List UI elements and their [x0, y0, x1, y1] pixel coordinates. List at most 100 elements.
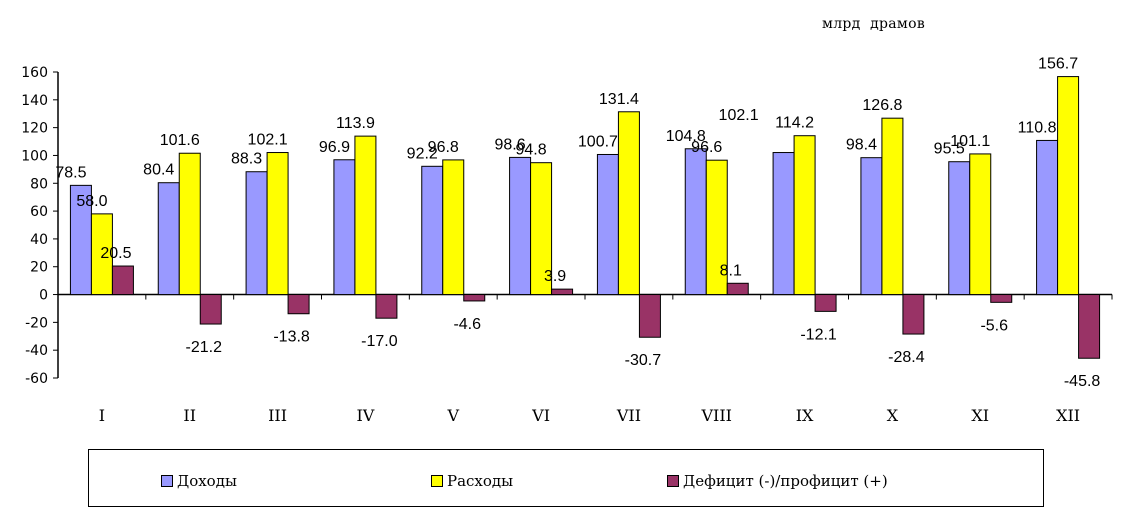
bar-income [509, 156, 532, 296]
legend-item-expense: Расходы [431, 472, 513, 490]
bar-balance [902, 294, 925, 335]
bar-expense [442, 159, 465, 296]
legend-swatch-income [161, 475, 173, 487]
data-label: 20.5 [100, 245, 131, 262]
y-tick-label: 0 [39, 288, 48, 304]
y-tick-label: 80 [30, 176, 48, 192]
data-label: 100.7 [578, 133, 618, 150]
bar-income [1036, 139, 1059, 296]
legend-label-balance: Дефицит (-)/профицит (+) [683, 472, 888, 490]
data-label: 110.8 [1018, 119, 1057, 136]
data-label: -28.4 [888, 349, 925, 366]
bar-balance [111, 265, 134, 296]
data-label: -17.0 [361, 333, 398, 350]
data-label: 78.5 [55, 164, 86, 181]
bar-balance [287, 294, 310, 315]
data-label: 98.4 [846, 137, 877, 154]
data-label: 98.6 [495, 136, 526, 153]
data-label: 104.8 [666, 128, 706, 145]
x-category-label: XI [971, 406, 989, 425]
bar-expense [793, 135, 816, 296]
data-label: 126.8 [862, 97, 902, 114]
legend-item-income: Доходы [161, 472, 237, 490]
y-tick-label: 60 [30, 204, 48, 220]
data-label: 95.5 [934, 141, 965, 158]
data-label: 96.9 [319, 139, 350, 156]
x-category-label: VII [616, 406, 641, 425]
bar-balance [1078, 294, 1101, 359]
x-category-label: I [99, 406, 105, 425]
y-tick-label: 40 [30, 232, 48, 248]
data-label: 92.2 [407, 145, 438, 162]
bar-balance [551, 288, 574, 296]
x-category-label: III [268, 406, 287, 425]
bar-balance [726, 282, 749, 296]
bar-balance [375, 294, 398, 319]
data-label: 96.8 [428, 139, 459, 156]
y-tick-label: 120 [21, 121, 48, 137]
data-label: 58.0 [76, 193, 107, 210]
data-label: -45.8 [1064, 373, 1101, 390]
data-label: 8.1 [720, 262, 742, 279]
x-category-label: VI [531, 406, 550, 425]
data-label: -21.2 [186, 339, 223, 356]
chart-bars [69, 76, 1101, 359]
unit-label: млрд драмов [822, 16, 925, 32]
legend-label-income: Доходы [177, 472, 237, 490]
bar-income [157, 182, 180, 296]
legend-swatch-balance [667, 475, 679, 487]
bar-balance [814, 294, 837, 312]
bar-expense [705, 159, 728, 296]
bar-income [421, 165, 444, 296]
x-category-label: IX [796, 406, 814, 425]
y-tick-label: -60 [25, 371, 48, 387]
bar-expense [617, 111, 640, 296]
x-category-label: XII [1056, 406, 1080, 425]
bar-expense [1057, 76, 1080, 296]
bar-expense [530, 162, 553, 296]
data-label: 101.1 [950, 133, 990, 150]
y-tick-label: 100 [21, 148, 48, 164]
legend-swatch-expense [431, 475, 443, 487]
legend-item-balance: Дефицит (-)/профицит (+) [667, 472, 888, 490]
data-label: 131.4 [599, 91, 639, 108]
y-tick-label: -40 [25, 343, 48, 359]
bar-income [684, 148, 707, 296]
bar-expense [354, 135, 377, 296]
y-tick-label: 20 [30, 260, 48, 276]
data-label: 113.9 [336, 115, 375, 132]
data-label: 94.8 [516, 142, 547, 159]
x-category-label: X [887, 406, 899, 425]
data-label: 80.4 [143, 162, 174, 179]
bar-income [245, 171, 268, 296]
legend-label-expense: Расходы [447, 472, 514, 490]
bar-balance [638, 294, 661, 338]
bar-expense [881, 117, 904, 296]
bar-balance [199, 294, 222, 325]
bar-income [596, 153, 619, 296]
data-label: 101.6 [160, 132, 200, 149]
chart-legend: Доходы Расходы Дефицит (-)/профицит (+) [88, 449, 1044, 507]
bar-expense [266, 152, 289, 296]
bar-income [948, 161, 971, 296]
data-label: 114.2 [775, 115, 814, 132]
data-label-extra: 102.1 [719, 107, 759, 124]
bar-income [772, 152, 795, 296]
data-label: -13.8 [273, 329, 310, 346]
bar-balance [463, 294, 486, 302]
x-category-label: V [446, 406, 459, 425]
data-label: -30.7 [625, 352, 662, 369]
bar-expense [969, 153, 992, 296]
data-label: 96.6 [691, 139, 722, 156]
bar-expense [90, 213, 113, 296]
data-label: -4.6 [453, 316, 481, 333]
y-tick-label: 160 [21, 65, 48, 81]
data-label: 88.3 [231, 151, 262, 168]
y-tick-label: -20 [25, 315, 48, 331]
data-label: 3.9 [544, 268, 566, 285]
data-label: 156.7 [1038, 56, 1078, 73]
x-category-label: IV [356, 406, 374, 425]
data-label: 102.1 [248, 132, 288, 149]
